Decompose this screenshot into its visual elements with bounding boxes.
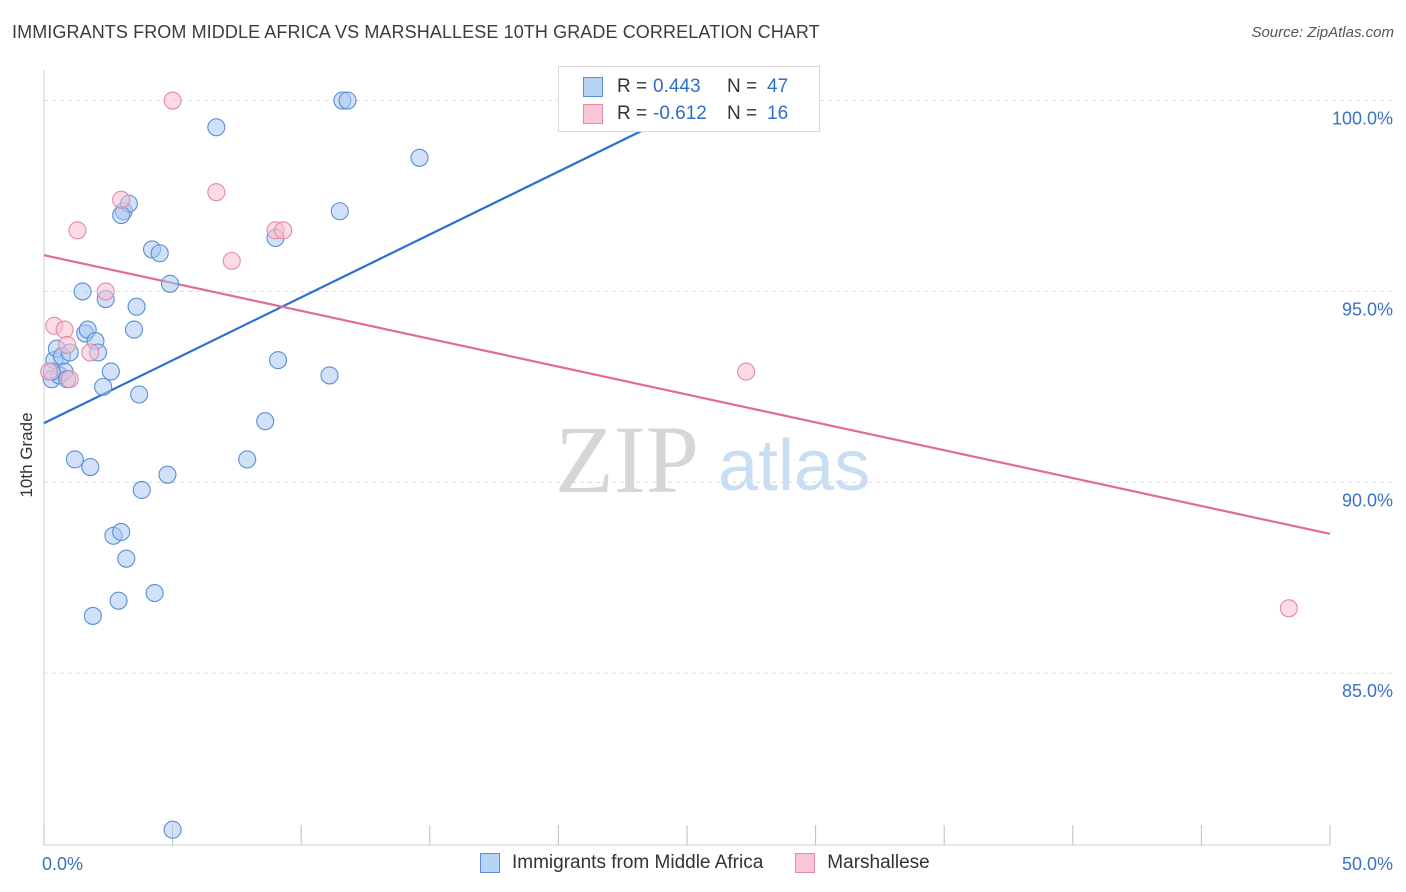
legend-item-marshallese[interactable]: Marshallese <box>795 852 930 874</box>
legend-swatch-blue <box>583 77 603 97</box>
point-marshallese <box>96 282 115 301</box>
y-tick-label: 90.0% <box>1342 490 1393 510</box>
point-immigrants <box>101 362 120 381</box>
point-immigrants <box>330 202 349 221</box>
point-marshallese <box>40 362 59 381</box>
point-immigrants <box>81 457 100 477</box>
point-immigrants <box>112 206 131 225</box>
y-tick-label: 95.0% <box>1342 299 1393 319</box>
point-marshallese <box>1279 599 1298 618</box>
y-tick-label: 100.0% <box>1332 109 1393 129</box>
legend-swatch-blue <box>480 853 500 873</box>
trend-line-immigrants <box>43 97 709 425</box>
legend-label: Marshallese <box>827 852 930 873</box>
point-immigrants <box>338 91 357 110</box>
point-immigrants <box>109 591 128 610</box>
point-marshallese <box>112 190 131 209</box>
point-immigrants <box>145 583 164 603</box>
y-axis-label: 10th Grade <box>17 412 36 497</box>
gridlines <box>44 100 1392 674</box>
point-immigrants <box>158 465 177 484</box>
point-immigrants <box>160 274 180 293</box>
point-marshallese <box>207 183 226 202</box>
point-immigrants <box>269 351 288 370</box>
point-marshallese <box>81 343 100 362</box>
y-tick-label: 85.0% <box>1342 681 1393 701</box>
point-immigrants <box>320 366 339 385</box>
legend-r-label: R = <box>617 103 648 124</box>
point-immigrants <box>238 450 257 469</box>
legend-n-value: 16 <box>767 103 789 124</box>
chart-title: IMMIGRANTS FROM MIDDLE AFRICA VS MARSHAL… <box>12 22 820 42</box>
x-tick-label: 0.0% <box>42 854 83 874</box>
point-immigrants <box>150 244 169 263</box>
point-marshallese <box>68 221 87 240</box>
series-legend: Immigrants from Middle Africa Marshalles… <box>480 852 962 874</box>
legend-label: Immigrants from Middle Africa <box>512 852 764 873</box>
point-immigrants <box>117 549 136 568</box>
point-immigrants <box>256 412 275 431</box>
legend-r-value: 0.443 <box>653 76 701 97</box>
legend-n-label: N = <box>727 103 758 124</box>
legend-row-marshallese: R = -0.612 N = 16 <box>583 101 788 127</box>
stats-legend: R = 0.443 N = 47 R = -0.612 N = 16 <box>558 66 820 132</box>
point-marshallese <box>222 251 241 270</box>
trend-line-marshallese <box>43 254 1331 535</box>
point-immigrants <box>163 820 182 839</box>
legend-row-immigrants: R = 0.443 N = 47 <box>583 74 788 100</box>
legend-n-label: N = <box>727 76 758 97</box>
legend-swatch-pink <box>795 853 816 873</box>
watermark-atlas: atlas <box>718 426 870 506</box>
legend-n-value: 47 <box>767 76 789 97</box>
point-immigrants <box>94 377 113 396</box>
legend-swatch-pink <box>583 104 603 124</box>
point-immigrants <box>124 320 144 339</box>
data-points <box>40 91 1298 839</box>
legend-r-value: -0.612 <box>653 103 707 124</box>
x-tick-label: 50.0% <box>1342 854 1393 874</box>
point-marshallese <box>58 335 77 354</box>
point-marshallese <box>737 362 756 381</box>
point-marshallese <box>163 91 182 110</box>
watermark: ZIP atlas <box>555 406 870 513</box>
axis-ticks: 100.0% 95.0% 90.0% 85.0% 0.0% 50.0% <box>42 109 1393 874</box>
point-immigrants <box>207 118 226 137</box>
point-marshallese <box>55 320 74 339</box>
source-credit: Source: ZipAtlas.com <box>1251 24 1394 41</box>
point-immigrants <box>112 522 131 541</box>
point-immigrants <box>127 297 146 316</box>
point-immigrants <box>132 480 151 500</box>
legend-r-label: R = <box>617 76 648 97</box>
point-immigrants <box>73 282 92 301</box>
point-marshallese <box>274 221 293 240</box>
point-immigrants <box>65 450 84 469</box>
point-marshallese <box>60 370 79 389</box>
legend-item-immigrants[interactable]: Immigrants from Middle Africa <box>480 852 763 874</box>
watermark-zip: ZIP <box>555 406 699 513</box>
point-immigrants <box>130 385 149 404</box>
point-immigrants <box>410 148 429 167</box>
point-immigrants <box>83 606 102 625</box>
trend-lines <box>43 97 1331 535</box>
